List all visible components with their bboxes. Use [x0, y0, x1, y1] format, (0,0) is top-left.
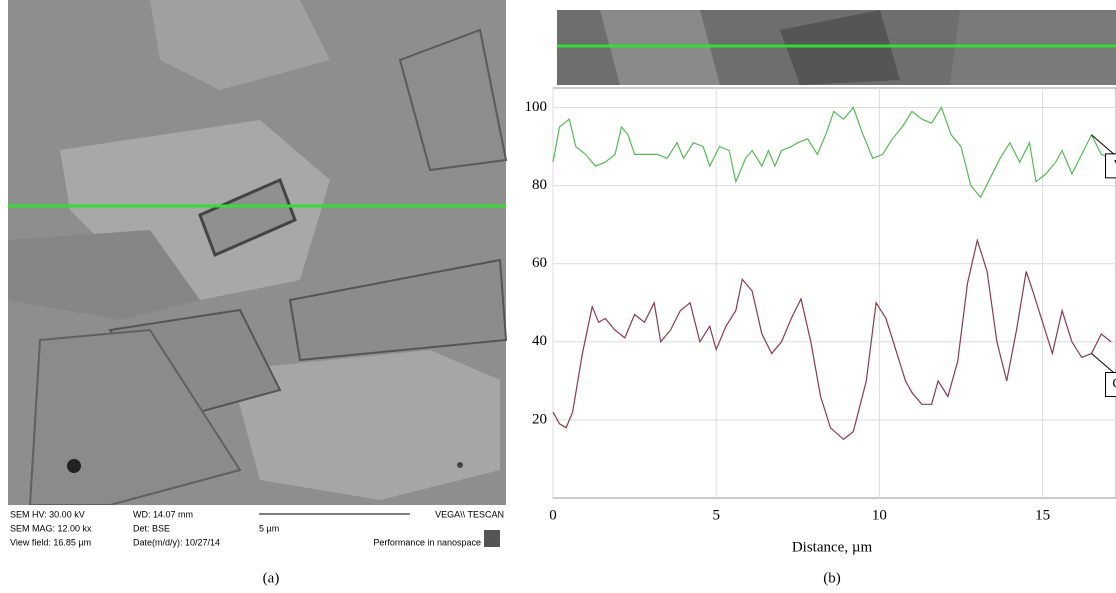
x-tick-label: 10	[872, 507, 887, 523]
sem-info: Date(m/d/y): 10/27/14	[133, 537, 220, 547]
label-leader	[1092, 354, 1114, 373]
profile-strip	[557, 10, 1116, 85]
x-tick-label: 5	[712, 507, 720, 523]
caption: (a)	[263, 570, 280, 586]
sem-info: SEM HV: 30.00 kV	[10, 509, 85, 519]
y-tick-label: 40	[532, 333, 547, 349]
sem-info: Performance in nanospace	[373, 537, 481, 547]
sem-info: View field: 16.85 µm	[10, 537, 91, 547]
sem-info: WD: 14.07 mm	[133, 509, 193, 519]
sem-info: SEM MAG: 12.00 kx	[10, 523, 92, 533]
figure: 20406080100051015WCo Distance, µm (a) (b…	[0, 0, 1116, 593]
y-tick-label: 100	[525, 99, 548, 115]
y-tick-label: 20	[532, 411, 547, 427]
sem-info: Det: BSE	[133, 523, 170, 533]
x-tick-label: 15	[1035, 507, 1050, 523]
sem-image	[8, 0, 506, 552]
series-line	[553, 108, 1111, 198]
series-label: Co	[1112, 377, 1116, 392]
y-tick-label: 80	[532, 177, 547, 193]
page: 20406080100051015WCo Distance, µm (a) (b…	[0, 0, 1116, 593]
y-tick-label: 60	[532, 255, 547, 271]
plot-frame	[553, 88, 1116, 498]
caption: (b)	[823, 570, 841, 586]
chart: 20406080100051015WCo	[525, 88, 1116, 523]
x-axis-label: Distance, µm	[792, 539, 873, 555]
scale-bar-label: 5 µm	[259, 523, 279, 533]
series-line	[553, 240, 1111, 439]
sem-info: VEGA\\ TESCAN	[435, 509, 504, 519]
label-leader	[1092, 135, 1114, 154]
x-tick-label: 0	[549, 507, 557, 523]
